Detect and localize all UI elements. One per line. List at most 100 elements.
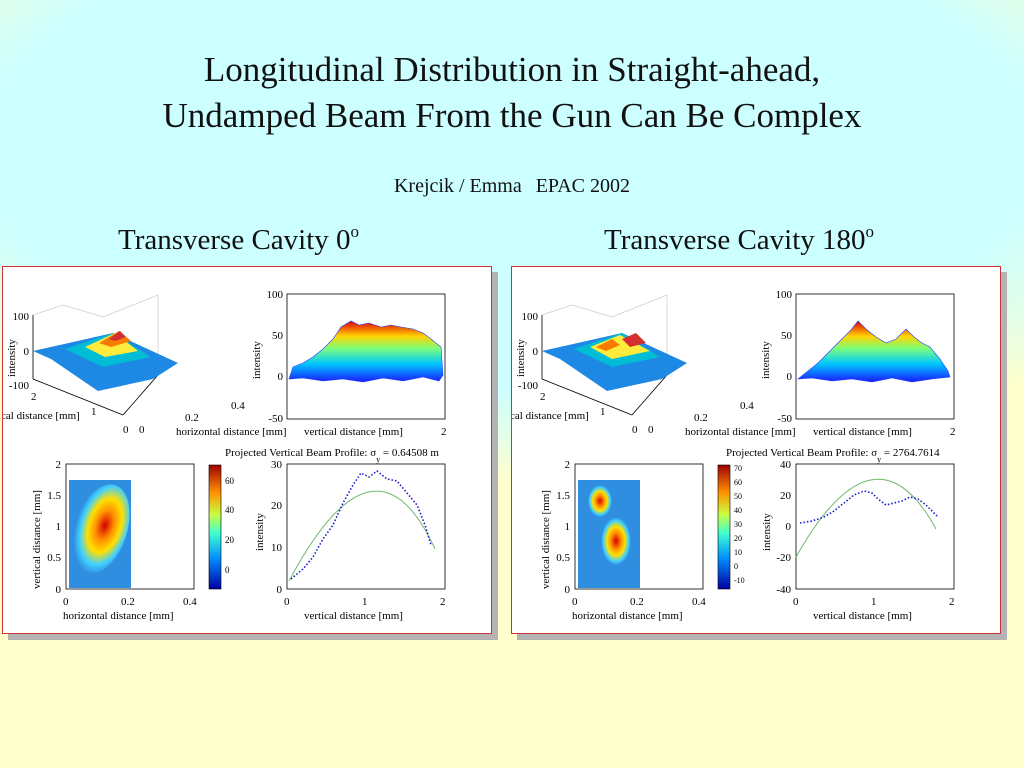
side-x-tick: 2 bbox=[441, 426, 447, 438]
degree-symbol: o bbox=[350, 222, 360, 241]
side-y-tick: 50 bbox=[781, 330, 793, 342]
x-tick: 0.4 bbox=[740, 400, 754, 412]
sigma-symbol: σ bbox=[871, 447, 877, 459]
image-y-tick: 1.5 bbox=[556, 490, 570, 502]
profile-y-tick: -40 bbox=[776, 584, 791, 596]
profile-x-tick: 0 bbox=[284, 596, 290, 608]
z-tick: 0 bbox=[533, 346, 539, 358]
caption-cavity-180: Transverse Cavity 180o bbox=[604, 222, 874, 257]
side-y-label: intensity bbox=[760, 341, 772, 379]
y-tick: 2 bbox=[540, 391, 546, 403]
sigma-subscript: y bbox=[376, 455, 380, 464]
z-axis-label: intensity bbox=[515, 339, 527, 377]
colorbar-tick: 60 bbox=[225, 476, 235, 486]
profile-x-label: vertical distance [mm] bbox=[813, 610, 912, 622]
x-tick: 0.2 bbox=[694, 412, 708, 424]
y-tick: 1 bbox=[600, 406, 606, 418]
beam-spot-lower bbox=[601, 517, 631, 565]
x-tick: 0.4 bbox=[231, 400, 245, 412]
y-axis-line bbox=[541, 378, 633, 416]
image-y-tick: 0 bbox=[565, 584, 571, 596]
colorbar-tick: 10 bbox=[734, 548, 742, 557]
side-view-plot: 100 50 0 -50 intensity 2 vertical distan… bbox=[251, 289, 447, 438]
profile-title: Projected Vertical Beam Profile: σy = 0.… bbox=[225, 447, 439, 464]
z-tick: -100 bbox=[9, 380, 30, 392]
image-x-tick: 0.4 bbox=[183, 596, 197, 608]
side-y-tick: 0 bbox=[278, 371, 284, 383]
colorbar-tick: 40 bbox=[225, 505, 235, 515]
profile-y-tick: 10 bbox=[271, 542, 283, 554]
z-tick: 100 bbox=[522, 311, 539, 323]
colorbar-tick: 40 bbox=[734, 506, 742, 515]
side-x-label: vertical distance [mm] bbox=[304, 426, 403, 438]
image-y-tick: 1 bbox=[565, 521, 571, 533]
profile-x-tick: 1 bbox=[362, 596, 368, 608]
profile-y-tick: 0 bbox=[277, 584, 283, 596]
z-tick: 0 bbox=[24, 346, 30, 358]
side-x-label: vertical distance [mm] bbox=[813, 426, 912, 438]
colorbar-tick: 20 bbox=[734, 534, 742, 543]
profile-axes bbox=[286, 463, 446, 590]
side-y-tick: 100 bbox=[267, 289, 284, 301]
measured-profile-points bbox=[290, 469, 432, 580]
projected-profile-plot: Projected Vertical Beam Profile: σy = 0.… bbox=[225, 447, 446, 622]
beam-image-plot: 2 1.5 1 0.5 0 vertical distance [mm] 0 0… bbox=[540, 459, 745, 622]
side-y-tick: 50 bbox=[272, 330, 284, 342]
colorbar bbox=[717, 464, 731, 590]
profile-x-tick: 0 bbox=[793, 596, 799, 608]
colorbar-tick: 30 bbox=[734, 520, 742, 529]
colorbar-tick: 60 bbox=[734, 478, 742, 487]
x-axis-label: horizontal distance [mm] bbox=[176, 426, 287, 438]
profile-axes bbox=[795, 463, 955, 590]
profile-y-tick: 0 bbox=[786, 521, 792, 533]
profile-y-tick: 30 bbox=[271, 459, 283, 471]
colorbar bbox=[208, 464, 222, 590]
image-y-tick: 2 bbox=[565, 459, 571, 471]
profile-title-prefix: Projected Vertical Beam Profile: bbox=[225, 447, 370, 459]
profile-x-tick: 2 bbox=[440, 596, 446, 608]
colorbar-tick: 50 bbox=[734, 492, 742, 501]
x-axis-label: horizontal distance [mm] bbox=[685, 426, 796, 438]
degree-symbol: o bbox=[865, 222, 875, 241]
beam-spot-upper bbox=[588, 485, 612, 517]
caption-text: Transverse Cavity 180 bbox=[604, 224, 866, 256]
y-axis-line bbox=[32, 378, 124, 416]
side-view-profile bbox=[288, 320, 444, 383]
image-x-label: horizontal distance [mm] bbox=[63, 610, 174, 622]
surface-3d-plot: 100 0 -100 intensity 2 1 0 cal distance … bbox=[3, 294, 287, 438]
profile-title-prefix: Projected Vertical Beam Profile: bbox=[726, 447, 871, 459]
sigma-value: = 2764.7614 bbox=[881, 447, 940, 459]
image-y-tick: 0.5 bbox=[47, 552, 61, 564]
image-y-tick: 1.5 bbox=[47, 490, 61, 502]
z-tick: 100 bbox=[13, 311, 30, 323]
profile-y-tick: -20 bbox=[776, 552, 791, 564]
x-axis-line bbox=[122, 374, 159, 416]
colorbar-tick: -10 bbox=[734, 576, 745, 585]
figure-panel-cavity-0: 100 0 -100 intensity 2 1 0 cal distance … bbox=[2, 266, 492, 634]
credit-conference: EPAC 2002 bbox=[535, 175, 631, 197]
beam-spot bbox=[72, 484, 130, 574]
colorbar-tick: 70 bbox=[734, 464, 742, 473]
surface-peak-2 bbox=[622, 333, 646, 347]
profile-x-tick: 2 bbox=[949, 596, 955, 608]
side-y-label: intensity bbox=[251, 341, 263, 379]
side-y-tick: 100 bbox=[776, 289, 793, 301]
image-x-label: horizontal distance [mm] bbox=[572, 610, 683, 622]
side-y-tick: -50 bbox=[268, 413, 283, 425]
side-x-tick: 2 bbox=[950, 426, 956, 438]
sigma-subscript: y bbox=[877, 455, 881, 464]
profile-y-label: intensity bbox=[761, 513, 773, 551]
gaussian-fit-curve bbox=[795, 478, 937, 558]
y-axis-label: cal distance [mm] bbox=[3, 410, 80, 422]
slide-title-line-1: Longitudinal Distribution in Straight-ah… bbox=[203, 50, 821, 89]
profile-y-tick: 20 bbox=[780, 490, 792, 502]
x-axis-line bbox=[631, 374, 668, 416]
z-axis-label: intensity bbox=[6, 339, 18, 377]
image-y-label: vertical distance [mm] bbox=[31, 490, 43, 589]
y-axis-label: cal distance [mm] bbox=[512, 410, 589, 422]
profile-y-tick: 40 bbox=[780, 459, 792, 471]
sigma-value: = 0.64508 m bbox=[380, 447, 439, 459]
credit-author: Krejcik / Emma bbox=[393, 175, 522, 197]
surface-top bbox=[109, 331, 126, 341]
image-y-tick: 1 bbox=[56, 521, 62, 533]
